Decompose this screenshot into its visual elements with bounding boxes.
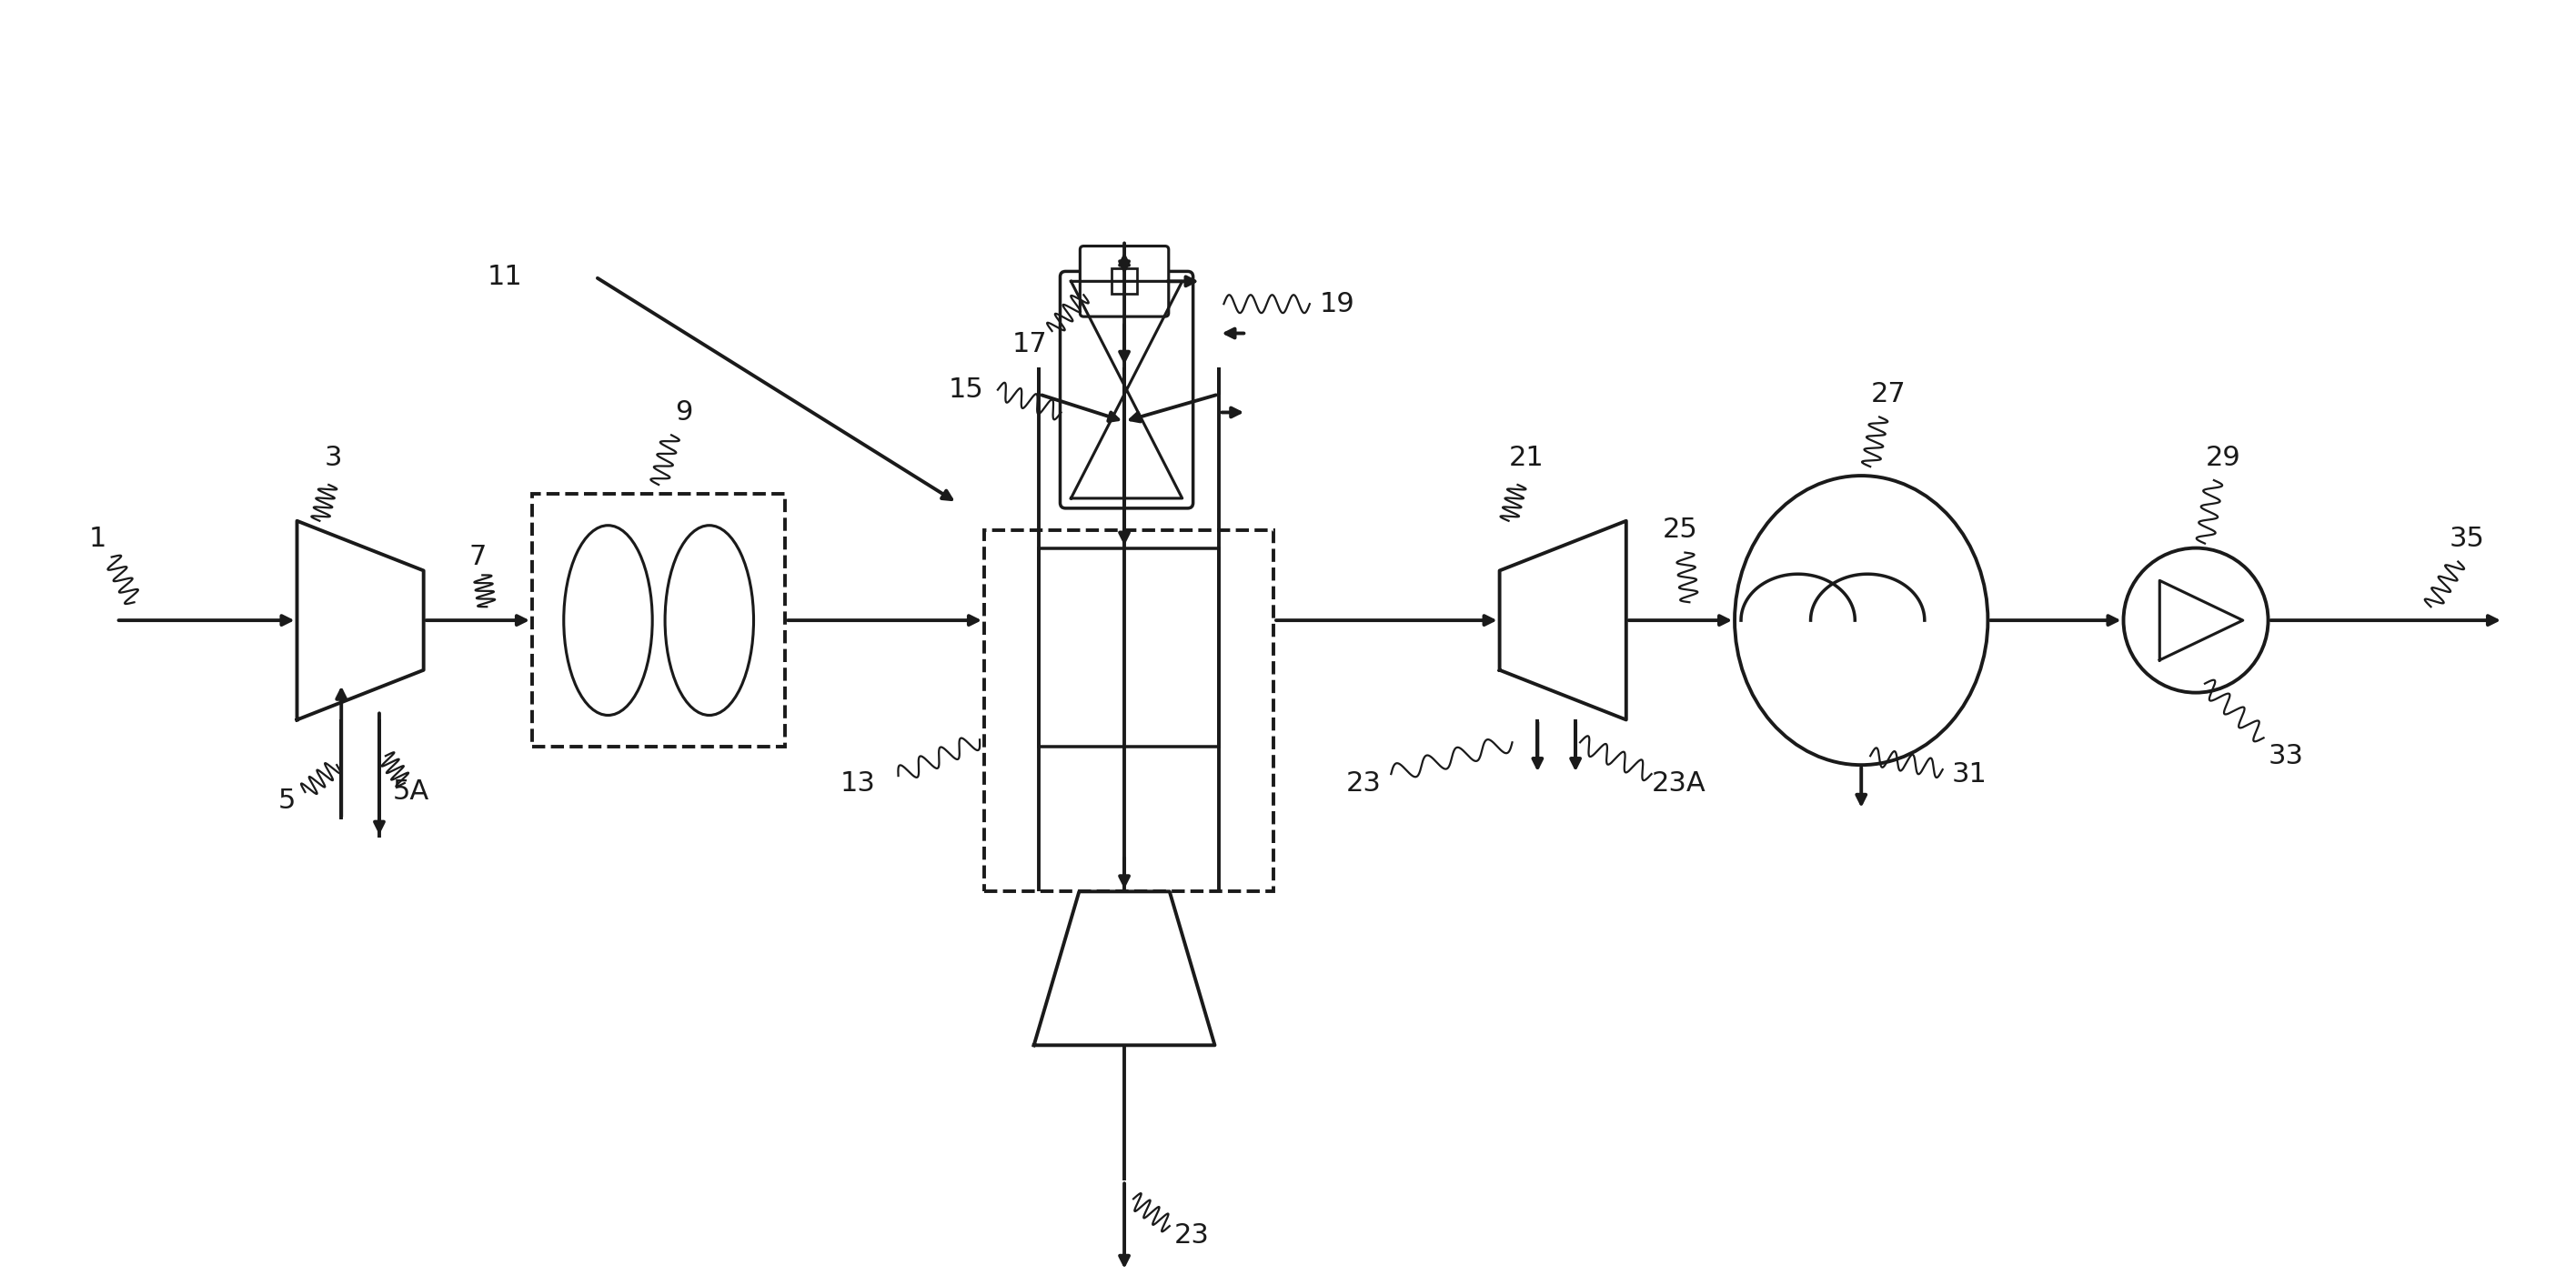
Text: 3: 3 [325,445,343,470]
Bar [984,530,1273,891]
Text: 7: 7 [469,544,487,570]
Text: 25: 25 [1662,516,1698,543]
Text: 1: 1 [90,525,106,552]
Bar [1038,548,1218,747]
Text: 27: 27 [1870,381,1906,408]
Text: 35: 35 [2450,525,2486,552]
Text: 5: 5 [278,788,296,815]
FancyBboxPatch shape [1061,272,1193,509]
Text: 5A: 5A [392,779,430,806]
Text: 11: 11 [487,264,523,289]
Text: 23: 23 [1175,1221,1211,1248]
Bar [533,493,786,747]
Text: 21: 21 [1510,445,1546,470]
FancyBboxPatch shape [1079,246,1170,316]
Text: 33: 33 [2269,743,2303,769]
Text: 17: 17 [1012,332,1046,358]
Text: 31: 31 [1953,761,1989,787]
Text: 13: 13 [840,770,876,796]
Ellipse shape [1734,476,1989,765]
Text: 19: 19 [1319,291,1355,317]
Ellipse shape [564,525,652,715]
Bar [1113,269,1136,295]
Text: 29: 29 [2205,445,2241,470]
Ellipse shape [665,525,755,715]
Text: 9: 9 [675,399,693,426]
Text: 23: 23 [1347,770,1381,796]
Text: 15: 15 [948,376,984,403]
Text: 23A: 23A [1651,770,1705,796]
